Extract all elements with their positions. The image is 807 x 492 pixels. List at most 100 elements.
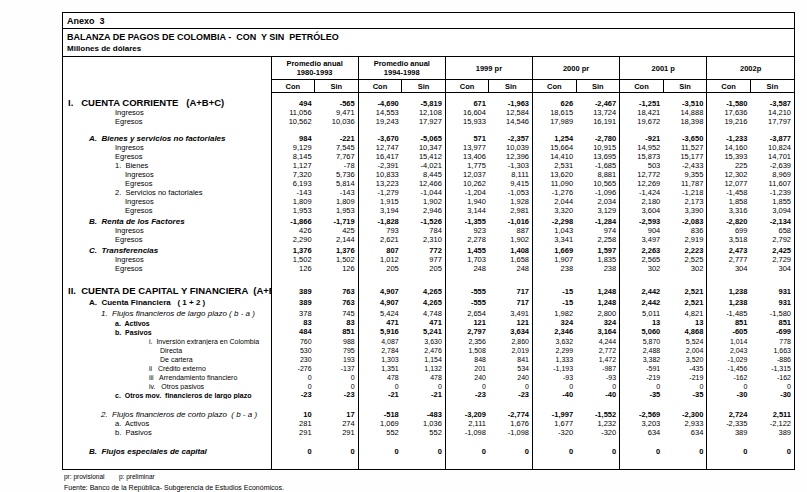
value-cell [750, 456, 794, 471]
value-cell: -987 [576, 363, 620, 372]
value-cell [533, 399, 577, 408]
value-cell: -2,391 [358, 161, 402, 170]
value-cell: 0 [315, 445, 359, 456]
value-cell: 0 [663, 445, 707, 456]
value-cell: 11,787 [663, 179, 707, 188]
table-row: B. Flujos especiales de capital000000000… [63, 445, 794, 456]
row-label: 2. Servicios no factoriales [63, 188, 271, 197]
value-cell: 0 [271, 381, 315, 390]
row-label: Egresos [63, 235, 271, 244]
value-cell: 240 [489, 372, 533, 381]
value-cell: -2,569 [620, 408, 664, 419]
value-cell: 205 [402, 264, 446, 273]
table-row: 2. Flujos financieros de corto plazo ( b… [63, 408, 794, 419]
value-cell: 304 [707, 264, 751, 273]
value-cell: 426 [271, 226, 315, 235]
value-cell: 10,347 [402, 143, 446, 152]
value-cell: -2,593 [620, 215, 664, 226]
value-cell: 2,724 [707, 408, 751, 419]
value-cell [533, 456, 577, 471]
row-label: b. Pasivos [63, 327, 271, 336]
value-cell: 8,111 [489, 170, 533, 179]
value-cell [489, 399, 533, 408]
value-cell: 1,902 [402, 197, 446, 206]
value-cell: 784 [402, 226, 446, 235]
value-cell: 5,736 [315, 170, 359, 179]
value-cell: 11,527 [663, 143, 707, 152]
value-cell: 19,216 [707, 117, 751, 126]
value-cell: 699 [707, 226, 751, 235]
table-row: Directa5307952,7842,4761,5082,0192,2992,… [63, 345, 794, 354]
value-cell: 1,809 [315, 197, 359, 206]
units-label: Millones de dólares [63, 44, 794, 57]
value-cell: 2,044 [533, 197, 577, 206]
value-cell: 18,615 [533, 108, 577, 117]
value-cell: 10,915 [576, 143, 620, 152]
group-label: Promedio anual [359, 59, 445, 68]
table-row: A. Cuenta Financiera ( 1 + 2 )3897634,90… [63, 296, 794, 307]
provisional-note: pr: provisional p: preliminar [64, 474, 284, 481]
column-group-header: Promedio anual 1980-1993 [271, 57, 358, 80]
value-cell: 8,145 [271, 152, 315, 161]
annex-label: Anexo 3 [63, 13, 794, 29]
value-cell: -320 [533, 428, 577, 437]
value-cell: 2,346 [533, 327, 577, 336]
value-cell: 1,663 [750, 345, 794, 354]
row-label: 2. Flujos financieros de corto plazo ( b… [63, 408, 271, 419]
value-cell: 1,472 [576, 354, 620, 363]
value-cell: 2,565 [620, 255, 664, 264]
value-cell: 0 [620, 381, 664, 390]
value-cell: -30 [750, 390, 794, 399]
value-cell: 2,800 [576, 307, 620, 318]
value-cell [707, 437, 751, 445]
row-label: B. Renta de los Factores [63, 215, 271, 226]
value-cell: 2,278 [445, 235, 489, 244]
value-cell: 3,630 [402, 336, 446, 345]
value-cell [620, 399, 664, 408]
value-cell: -2,820 [707, 215, 751, 226]
value-cell: 230 [271, 354, 315, 363]
value-cell: -3,587 [750, 93, 794, 108]
value-cell [620, 437, 664, 445]
value-cell: 1,855 [750, 197, 794, 206]
column-group-header: 2002p [707, 57, 794, 80]
value-cell: 1,858 [707, 197, 751, 206]
table-row: iii Arrendamiento financiero004784782402… [63, 372, 794, 381]
value-cell: 1,238 [707, 281, 751, 296]
value-cell: 14,410 [533, 152, 577, 161]
value-cell: 3,604 [620, 206, 664, 215]
value-cell: -1,098 [489, 428, 533, 437]
value-cell: 2,299 [533, 345, 577, 354]
value-cell: -2,298 [533, 215, 577, 226]
value-cell: 0 [576, 445, 620, 456]
value-cell: 1,902 [489, 235, 533, 244]
value-cell: -21 [402, 390, 446, 399]
value-cell [707, 456, 751, 471]
value-cell [576, 399, 620, 408]
value-cell: 3,144 [445, 206, 489, 215]
value-cell: 634 [620, 428, 664, 437]
value-cell: 126 [271, 264, 315, 273]
value-cell: 7,545 [315, 143, 359, 152]
row-label: iv. Otros pasivos [63, 381, 271, 390]
value-cell: 8,969 [750, 170, 794, 179]
sin-header: Sin [750, 80, 794, 93]
value-cell: 494 [271, 93, 315, 108]
table-row: Egresos2,2902,1442,6212,3102,2781,9023,3… [63, 235, 794, 244]
value-cell [271, 399, 315, 408]
value-cell: 1,333 [533, 354, 577, 363]
value-cell: 5,060 [620, 327, 664, 336]
value-cell: 5,916 [358, 327, 402, 336]
value-cell: 848 [445, 354, 489, 363]
value-cell: 121 [489, 318, 533, 327]
value-cell: 121 [445, 318, 489, 327]
value-cell: 2,981 [489, 206, 533, 215]
value-cell: 0 [620, 445, 664, 456]
value-cell: 12,747 [358, 143, 402, 152]
value-cell: -40 [576, 390, 620, 399]
value-cell: 1,127 [271, 161, 315, 170]
value-cell: 717 [489, 296, 533, 307]
column-group-header: 1999 pr [445, 57, 532, 80]
value-cell: 931 [750, 296, 794, 307]
value-cell: 10,036 [315, 117, 359, 126]
